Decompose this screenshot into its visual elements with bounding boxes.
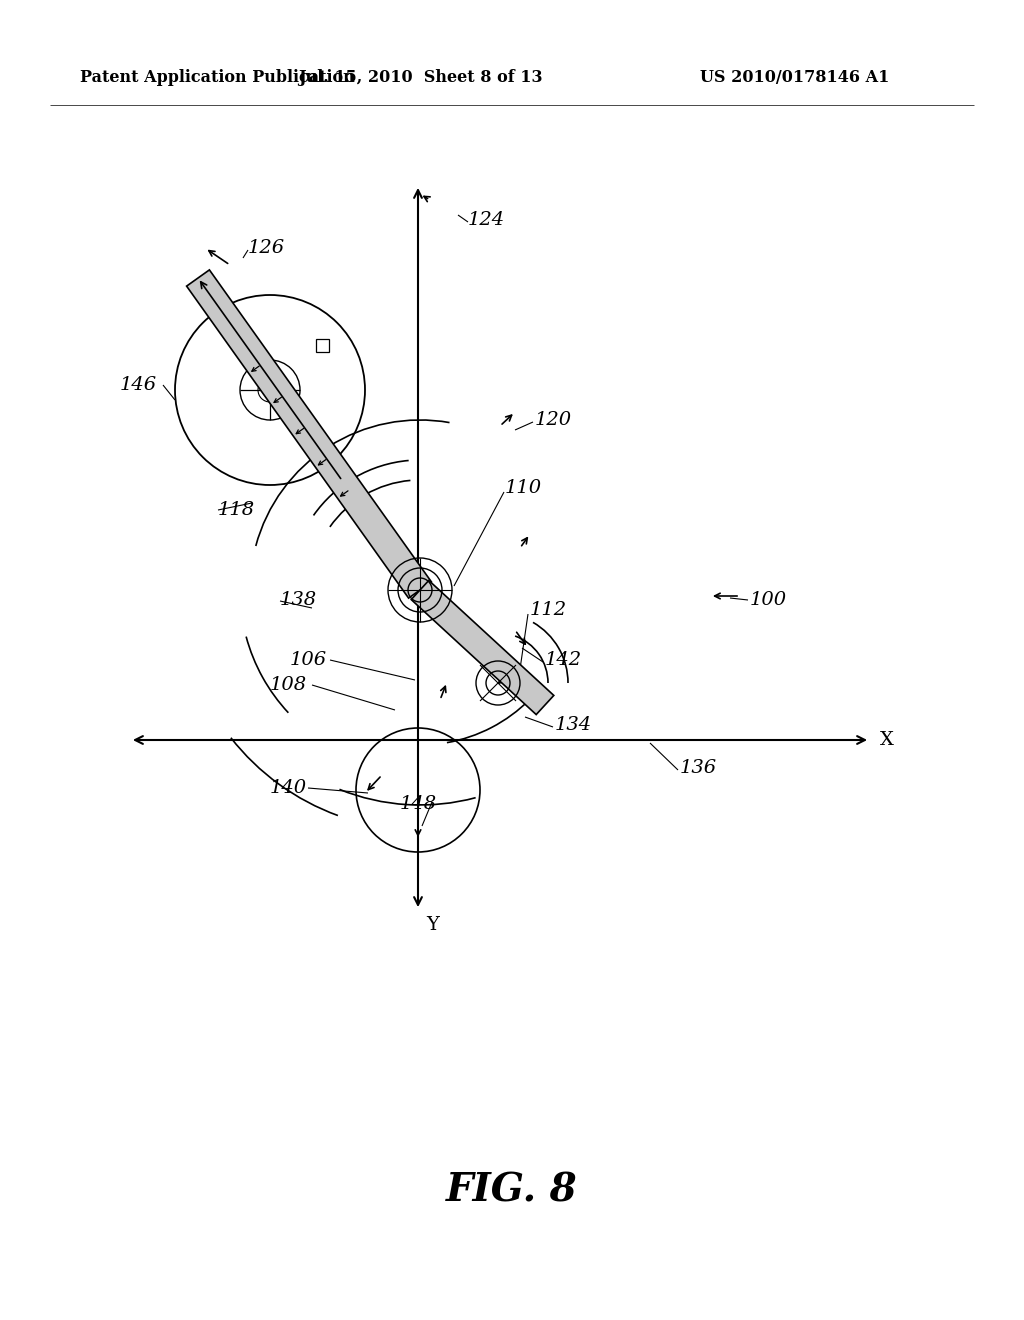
Text: 110: 110 [505, 479, 542, 498]
Text: 146: 146 [120, 376, 157, 393]
Text: X: X [880, 731, 894, 748]
Text: 148: 148 [400, 795, 437, 813]
Text: Y: Y [426, 916, 439, 935]
Text: 138: 138 [280, 591, 317, 609]
Text: 136: 136 [680, 759, 717, 777]
Polygon shape [412, 581, 554, 714]
Text: 124: 124 [468, 211, 505, 228]
Text: 140: 140 [270, 779, 307, 797]
Text: 112: 112 [530, 601, 567, 619]
Text: FIG. 8: FIG. 8 [446, 1171, 578, 1209]
Text: 118: 118 [218, 502, 255, 519]
Bar [315, 338, 329, 351]
Text: 142: 142 [545, 651, 582, 669]
Text: 100: 100 [750, 591, 787, 609]
Text: Jul. 15, 2010  Sheet 8 of 13: Jul. 15, 2010 Sheet 8 of 13 [298, 70, 543, 87]
Text: 108: 108 [270, 676, 307, 694]
Text: US 2010/0178146 A1: US 2010/0178146 A1 [700, 70, 890, 87]
Polygon shape [186, 269, 431, 598]
Text: 126: 126 [248, 239, 285, 257]
Text: 106: 106 [290, 651, 327, 669]
Text: 134: 134 [555, 715, 592, 734]
Text: Patent Application Publication: Patent Application Publication [80, 70, 354, 87]
Text: 120: 120 [535, 411, 572, 429]
